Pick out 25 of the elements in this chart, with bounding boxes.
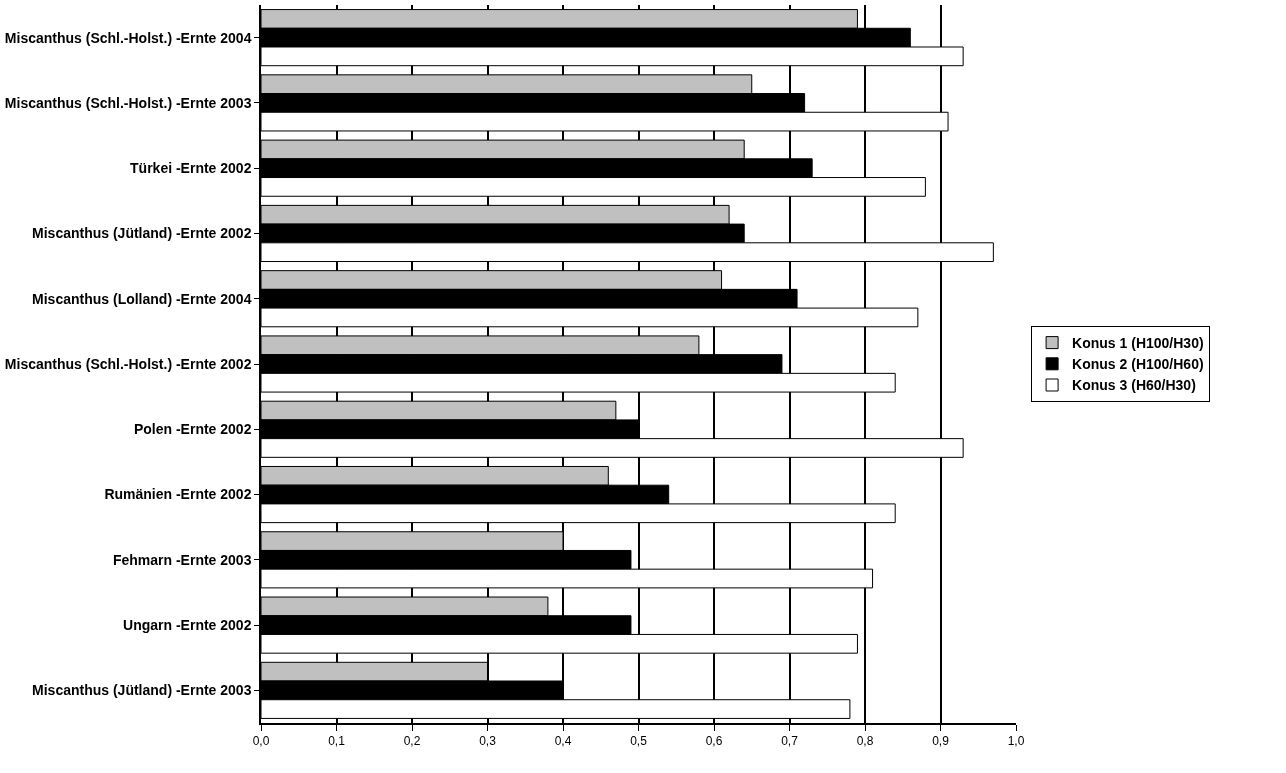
x-tick-label: 0,7 [781, 734, 799, 749]
x-tick-label: 0,0 [252, 734, 270, 749]
x-tick-label: 0,2 [403, 734, 421, 749]
x-tick-label: 0,5 [630, 734, 648, 749]
y-tick-label: Miscanthus (Schl.-Holst.) -Ernte 2003 [4, 94, 252, 111]
legend-label: Konus 3 (H60/H30) [1072, 377, 1196, 394]
x-tick-label: 1,0 [1007, 734, 1025, 749]
y-tick-label: Miscanthus (Jütland) -Ernte 2002 [32, 225, 252, 242]
x-tick-label: 0,6 [705, 734, 723, 749]
legend-label: Konus 1 (H100/H30) [1072, 335, 1204, 352]
x-tick-label: 0,4 [554, 734, 572, 749]
x-tick-label: 0,3 [479, 734, 497, 749]
legend-label: Konus 2 (H100/H60) [1072, 356, 1204, 373]
y-tick-label: Miscanthus (Lolland) -Ernte 2004 [32, 290, 252, 307]
x-tick-label: 0,8 [856, 734, 874, 749]
y-tick-label: Fehmarn -Ernte 2003 [112, 551, 252, 568]
y-tick-label: Ungarn -Ernte 2002 [123, 616, 252, 633]
x-tick-label: 0,1 [328, 734, 346, 749]
y-tick-label: Miscanthus (Schl.-Holst.) -Ernte 2004 [4, 29, 252, 46]
y-tick-label: Türkei -Ernte 2002 [130, 160, 252, 177]
y-tick-label: Rumänien -Ernte 2002 [104, 486, 252, 503]
x-tick-label: 0,9 [932, 734, 950, 749]
y-tick-label: Polen -Ernte 2002 [133, 421, 252, 438]
y-tick-label: Miscanthus (Jütland) -Ernte 2003 [32, 682, 252, 699]
y-tick-label: Miscanthus (Schl.-Holst.) -Ernte 2002 [4, 355, 252, 372]
